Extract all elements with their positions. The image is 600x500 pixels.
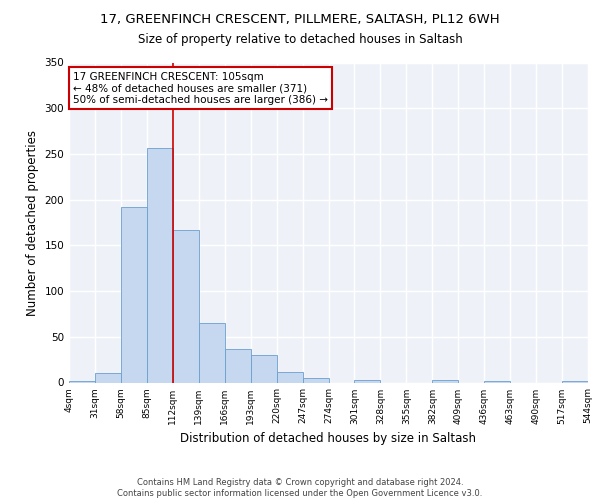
X-axis label: Distribution of detached houses by size in Saltash: Distribution of detached houses by size … [181, 432, 476, 445]
Text: Size of property relative to detached houses in Saltash: Size of property relative to detached ho… [137, 32, 463, 46]
Y-axis label: Number of detached properties: Number of detached properties [26, 130, 39, 316]
Bar [69, 380, 95, 382]
Text: 17 GREENFINCH CRESCENT: 105sqm
← 48% of detached houses are smaller (371)
50% of: 17 GREENFINCH CRESCENT: 105sqm ← 48% of … [73, 72, 328, 105]
Bar [225, 348, 251, 382]
Bar [355, 380, 380, 382]
Bar [302, 378, 329, 382]
Bar [147, 148, 173, 382]
Bar [433, 380, 458, 382]
Bar [562, 380, 588, 382]
Bar [199, 323, 224, 382]
Bar [95, 374, 121, 382]
Text: Contains HM Land Registry data © Crown copyright and database right 2024.
Contai: Contains HM Land Registry data © Crown c… [118, 478, 482, 498]
Bar [121, 207, 147, 382]
Bar [277, 372, 302, 382]
Bar [251, 355, 277, 382]
Text: 17, GREENFINCH CRESCENT, PILLMERE, SALTASH, PL12 6WH: 17, GREENFINCH CRESCENT, PILLMERE, SALTA… [100, 12, 500, 26]
Bar [173, 230, 199, 382]
Bar [484, 380, 510, 382]
